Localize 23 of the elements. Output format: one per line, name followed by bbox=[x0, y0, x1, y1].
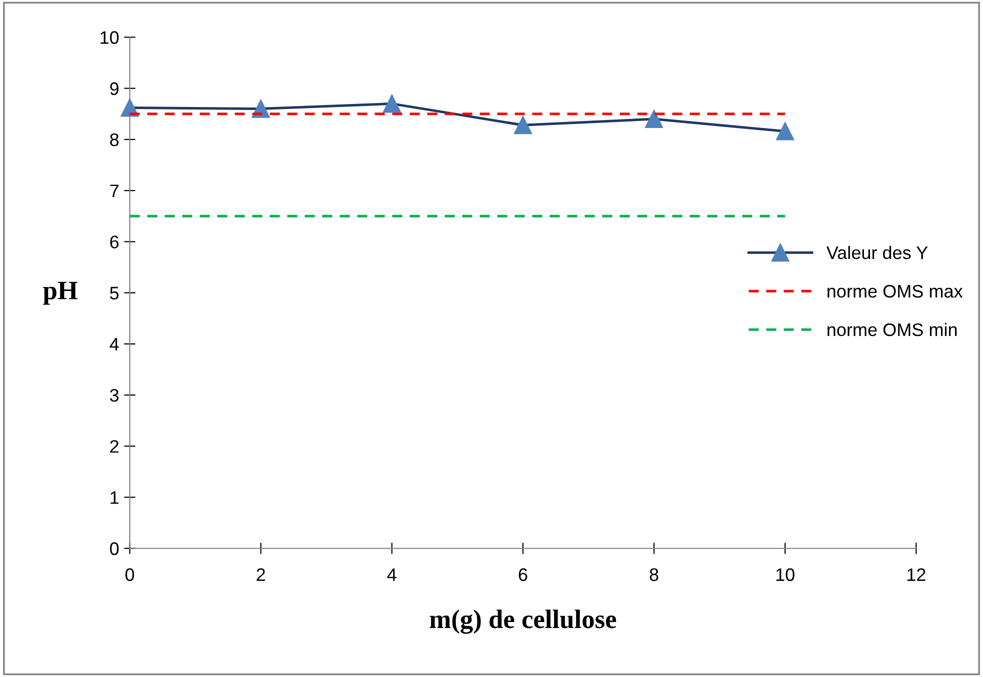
y-tick-label: 8 bbox=[110, 133, 119, 146]
x-tick-label: 4 bbox=[387, 568, 396, 581]
y-tick-label: 2 bbox=[110, 440, 118, 453]
x-tick-label: 8 bbox=[650, 568, 658, 582]
y-tick-label: 7 bbox=[110, 184, 118, 198]
y-tick-label: 6 bbox=[110, 236, 119, 248]
x-tick-label: 6 bbox=[518, 568, 528, 582]
y-tick-label: 0 bbox=[110, 542, 119, 556]
x-tick-label: 10 bbox=[776, 568, 794, 582]
y-tick-label: 1 bbox=[110, 491, 118, 504]
y-axis-title: pH bbox=[43, 282, 78, 305]
x-tick-label: 0 bbox=[125, 568, 134, 582]
y-tick-label: 9 bbox=[110, 82, 118, 96]
x-tick-label: 12 bbox=[907, 568, 926, 581]
x-axis-title: m(g) de cellulose bbox=[430, 610, 616, 634]
x-tick-label: 2 bbox=[256, 568, 265, 581]
legend-label: norme OMS max bbox=[828, 284, 963, 298]
y-tick-label: 4 bbox=[110, 338, 119, 350]
y-tick-label: 10 bbox=[100, 31, 119, 44]
legend-label: norme OMS min bbox=[828, 322, 957, 336]
legend-label: Valeur des Y bbox=[826, 246, 928, 260]
y-tick-label: 5 bbox=[110, 286, 119, 300]
y-tick-label: 3 bbox=[110, 388, 119, 402]
